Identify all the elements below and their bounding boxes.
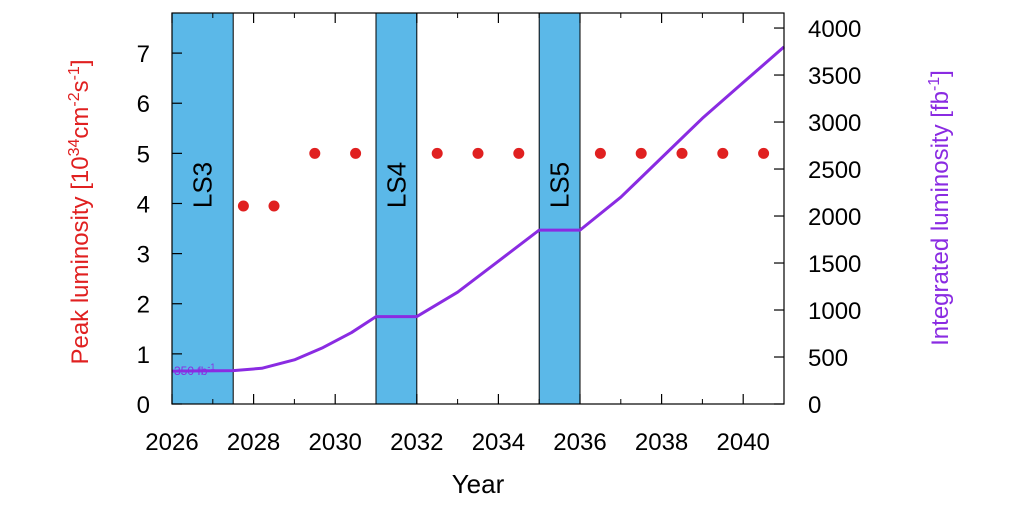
y-left-tick-label: 0 [137, 392, 150, 419]
peak-luminosity-point [594, 147, 606, 159]
y-right-tick-label: 0 [808, 392, 821, 419]
axes-layer: 2026 2028 2030 2032 2034 2036 2038 2040 0 1 2 3 4 5 6 7… [137, 13, 861, 456]
shutdown-label-ls3: LS3 [188, 162, 218, 208]
x-tick-label: 2032 [390, 429, 443, 456]
plot-frame [171, 12, 785, 405]
shutdown-bands: LS3 LS4 LS5 [171, 12, 581, 405]
y-right-tick-label: 4000 [808, 16, 861, 43]
annotation-text: 350 fb [174, 364, 208, 378]
x-tick-label: 2034 [472, 429, 525, 456]
integrated-luminosity-line [171, 45, 785, 373]
shutdown-band-ls3 [171, 12, 234, 405]
y-left-tick-label: 2 [137, 292, 150, 319]
peak-luminosity-point [758, 147, 770, 159]
x-tick-label: 2030 [309, 429, 362, 456]
y-left-tick-label: 7 [137, 41, 150, 68]
peak-luminosity-point [268, 200, 280, 212]
y-right-label-main: Integrated luminosity [fb [927, 91, 954, 346]
y-right-tick-label: 3500 [808, 63, 861, 90]
y-axis-left-label: Peak luminosity [1034cm-2s-1] [66, 59, 94, 364]
peak-luminosity-point [513, 147, 525, 159]
y-left-tick-label: 3 [137, 242, 150, 269]
y-right-label-sup: -1 [926, 77, 943, 91]
peak-luminosity-point [472, 147, 484, 159]
y-left-tick-label: 1 [137, 342, 150, 369]
y-left-label-main: Peak luminosity [10 [67, 156, 94, 364]
y-right-tick-label: 500 [808, 345, 848, 372]
peak-luminosity-point [350, 147, 362, 159]
x-tick-label: 2040 [717, 429, 770, 456]
y-right-tick-label: 2000 [808, 204, 861, 231]
shutdown-label-ls5: LS5 [545, 162, 575, 208]
y-left-tick-label: 6 [137, 91, 150, 118]
y-right-tick-label: 2500 [808, 157, 861, 184]
peak-luminosity-point [676, 147, 688, 159]
x-axis-label: Year [452, 469, 505, 499]
peak-luminosity-point [717, 147, 729, 159]
y-left-label-end: ] [67, 59, 94, 66]
peak-luminosity-point [431, 147, 443, 159]
y-left-label-sup2: -2 [66, 92, 83, 106]
y-right-tick-label: 1500 [808, 251, 861, 278]
y-right-label-end: ] [927, 70, 954, 77]
peak-luminosity-point [309, 147, 321, 159]
start-annotation: 350 fb-1 [174, 362, 215, 378]
y-right-tick-label: 1000 [808, 298, 861, 325]
x-tick-label: 2026 [145, 429, 198, 456]
y-right-tick-label: 3000 [808, 110, 861, 137]
shutdown-label-ls4: LS4 [381, 162, 411, 208]
peak-luminosity-point [237, 200, 249, 212]
x-tick-label: 2036 [553, 429, 606, 456]
x-tick-label: 2038 [635, 429, 688, 456]
y-left-tick-label: 5 [137, 141, 150, 168]
peak-luminosity-point [635, 147, 647, 159]
annotation-sup: -1 [207, 362, 215, 372]
series-layer [171, 45, 785, 373]
shutdown-band-ls4 [375, 12, 418, 405]
y-left-label-sup1: 34 [66, 139, 83, 157]
y-axis-right-label: Integrated luminosity [fb-1] [926, 70, 954, 346]
y-left-tick-label: 4 [137, 191, 150, 218]
y-left-label-mid2: s [67, 80, 94, 92]
y-left-label-mid1: cm [67, 107, 94, 139]
x-tick-label: 2028 [227, 429, 280, 456]
y-left-label-sup3: -1 [66, 66, 83, 80]
